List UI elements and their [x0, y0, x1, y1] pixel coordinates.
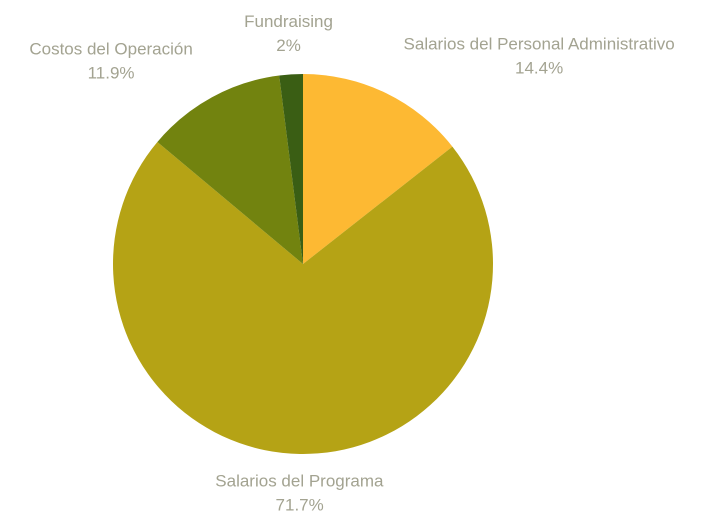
pie-slice: [113, 141, 493, 455]
slice-value-label: 2%: [276, 36, 301, 55]
pie-slice: [303, 74, 453, 264]
slice-label: Costos del Operación: [29, 40, 192, 59]
slice-label: Salarios del Programa: [215, 471, 384, 490]
slice-label: Salarios del Personal Administrativo: [404, 35, 675, 54]
pie-slice: [279, 74, 303, 264]
pie-slice: [157, 75, 303, 265]
slice-value-label: 11.9%: [88, 64, 135, 83]
slice-label: Fundraising: [244, 12, 333, 31]
slice-value-label: 71.7%: [276, 495, 324, 514]
slice-value-label: 14.4%: [515, 59, 563, 78]
